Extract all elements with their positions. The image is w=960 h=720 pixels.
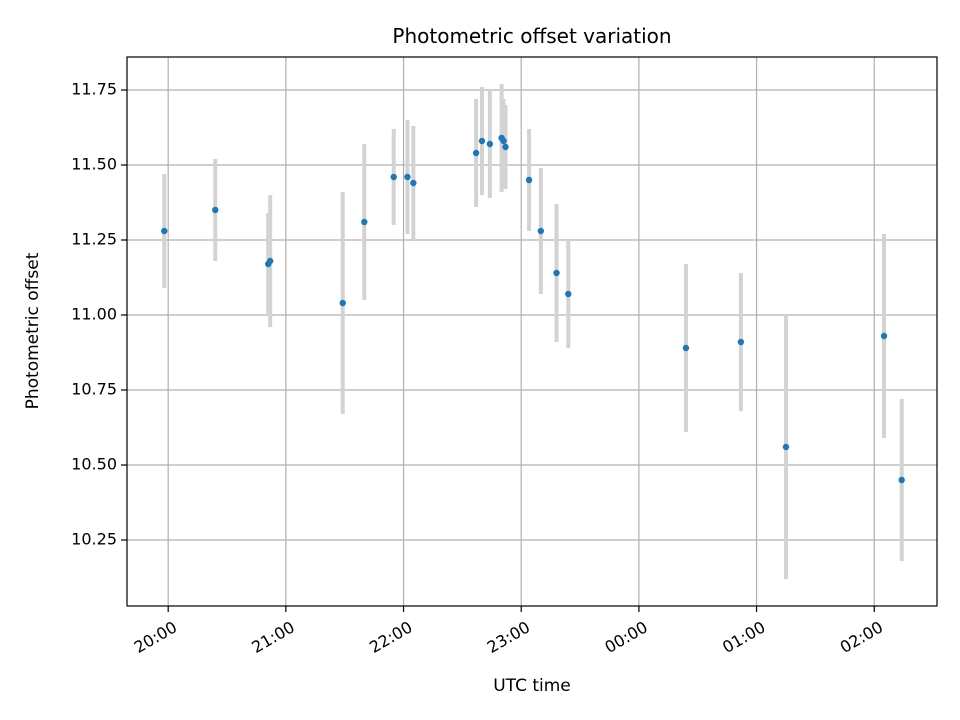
data-point [339,299,346,307]
data-point [161,227,168,235]
data-point [502,143,509,151]
data-point [472,149,480,157]
data-point [898,476,905,484]
plot-frame [126,56,938,607]
y-tick-label: 11.25 [71,230,117,249]
data-point [525,176,533,184]
x-axis-label: UTC time [493,676,571,696]
y-tick-label: 10.25 [71,530,117,549]
data-point [553,269,560,277]
y-tick-label: 11.75 [71,80,117,99]
data-point [880,332,888,340]
data-point [537,227,545,235]
y-tick-label: 10.75 [71,380,117,399]
data-point [361,218,368,226]
data-point [565,290,572,298]
data-point [212,206,219,214]
chart-title: Photometric offset variation [392,24,671,48]
data-points [161,134,905,484]
data-point [737,338,745,346]
data-point [390,173,397,181]
data-point [404,173,411,181]
y-axis-ticks: 10.25 10.50 10.75 11.00 11.25 11.50 11.75 [71,80,127,549]
data-point [478,137,486,145]
y-axis-label: Photometric offset [23,252,43,409]
y-tick-label: 11.00 [71,305,117,324]
data-point [410,179,417,187]
data-point [266,257,274,265]
y-tick-label: 11.50 [71,155,117,174]
data-point [682,344,690,352]
y-tick-label: 10.50 [71,455,117,474]
data-point [500,137,507,145]
data-point [782,443,790,451]
grid [127,57,937,606]
data-point [486,140,494,148]
